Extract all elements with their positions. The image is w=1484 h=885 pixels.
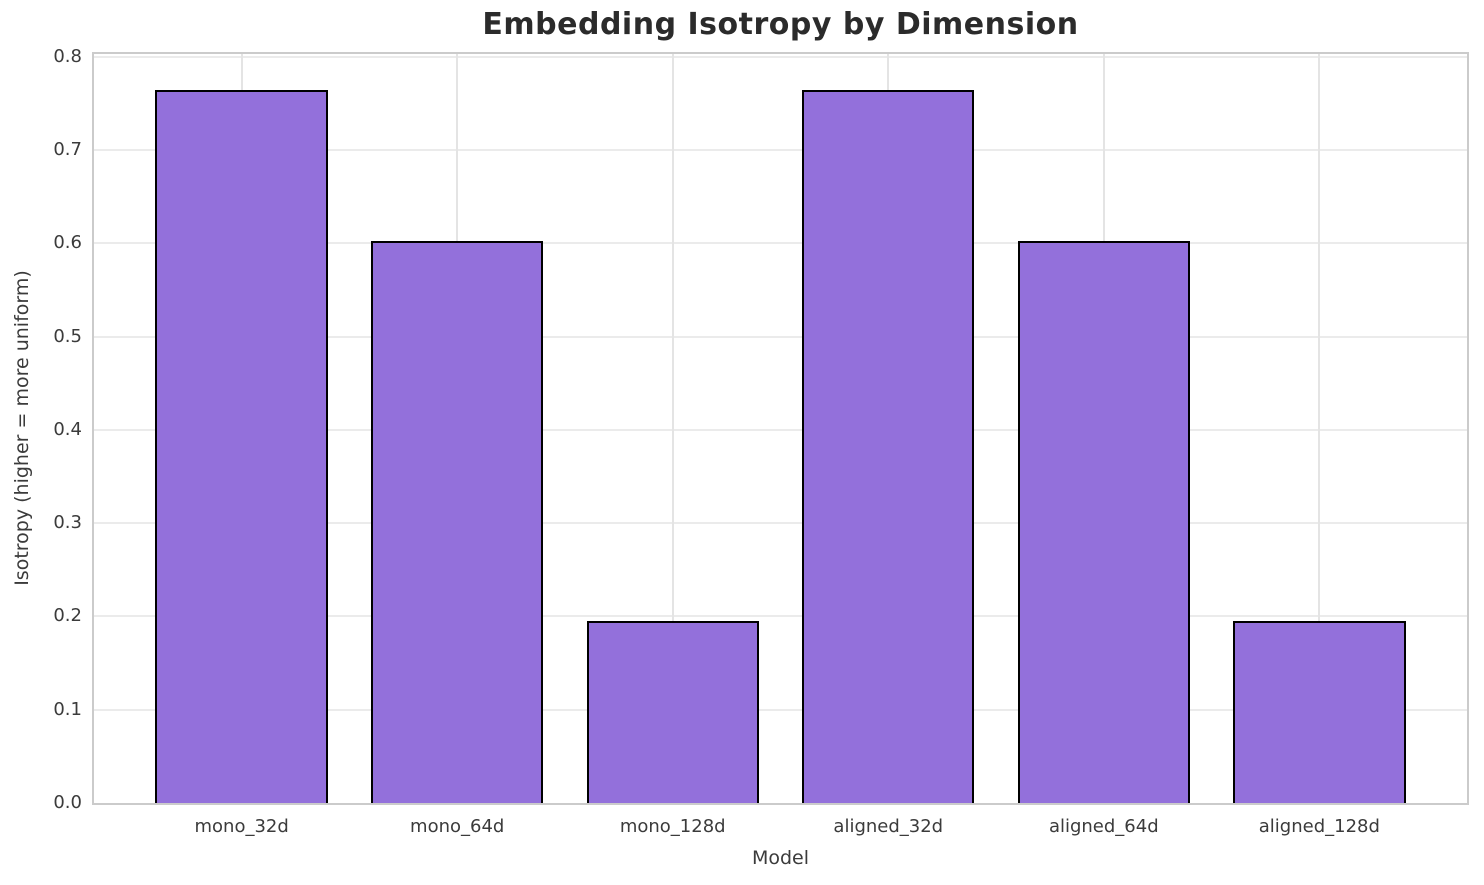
gridline-y-0.7 bbox=[94, 149, 1467, 152]
x-tick-label-mono_32d: mono_32d bbox=[194, 816, 289, 837]
gridline-x-aligned_128d bbox=[1318, 54, 1321, 803]
gridline-y-0.1 bbox=[94, 708, 1467, 711]
y-tick-label-0.3: 0.3 bbox=[53, 512, 82, 534]
gridline-x-mono_128d bbox=[671, 54, 674, 803]
x-tick-label-aligned_64d: aligned_64d bbox=[1048, 816, 1159, 837]
y-tick-label-0.1: 0.1 bbox=[53, 698, 82, 720]
y-tick-label-0.4: 0.4 bbox=[53, 418, 82, 440]
plot-area bbox=[92, 52, 1469, 805]
y-tick-label-0.5: 0.5 bbox=[53, 325, 82, 347]
bar-mono_32d bbox=[155, 90, 328, 803]
chart-title: Embedding Isotropy by Dimension bbox=[482, 7, 1079, 42]
y-tick-label-0.7: 0.7 bbox=[53, 139, 82, 161]
gridline-y-0.5 bbox=[94, 335, 1467, 338]
bar-aligned_64d bbox=[1017, 241, 1191, 803]
x-tick-label-aligned_128d: aligned_128d bbox=[1258, 816, 1380, 837]
gridline-y-0.4 bbox=[94, 428, 1467, 431]
gridline-y-0.3 bbox=[94, 522, 1467, 525]
y-tick-label-0.2: 0.2 bbox=[53, 605, 82, 627]
x-tick-label-aligned_32d: aligned_32d bbox=[833, 816, 944, 837]
x-tick-label-mono_64d: mono_64d bbox=[410, 816, 505, 837]
bar-aligned_32d bbox=[802, 90, 975, 803]
bar-mono_64d bbox=[370, 241, 544, 803]
y-tick-label-0.8: 0.8 bbox=[53, 45, 82, 67]
y-tick-label-0.6: 0.6 bbox=[53, 232, 82, 254]
gridline-y-0.8 bbox=[94, 55, 1467, 58]
bar-aligned_128d bbox=[1233, 621, 1406, 803]
bar-mono_128d bbox=[586, 621, 759, 803]
gridline-y-0.2 bbox=[94, 615, 1467, 618]
x-tick-label-mono_128d: mono_128d bbox=[619, 816, 726, 837]
x-axis-label: Model bbox=[751, 847, 810, 869]
y-tick-label-0.0: 0.0 bbox=[53, 792, 82, 813]
gridline-y-0.6 bbox=[94, 242, 1467, 245]
